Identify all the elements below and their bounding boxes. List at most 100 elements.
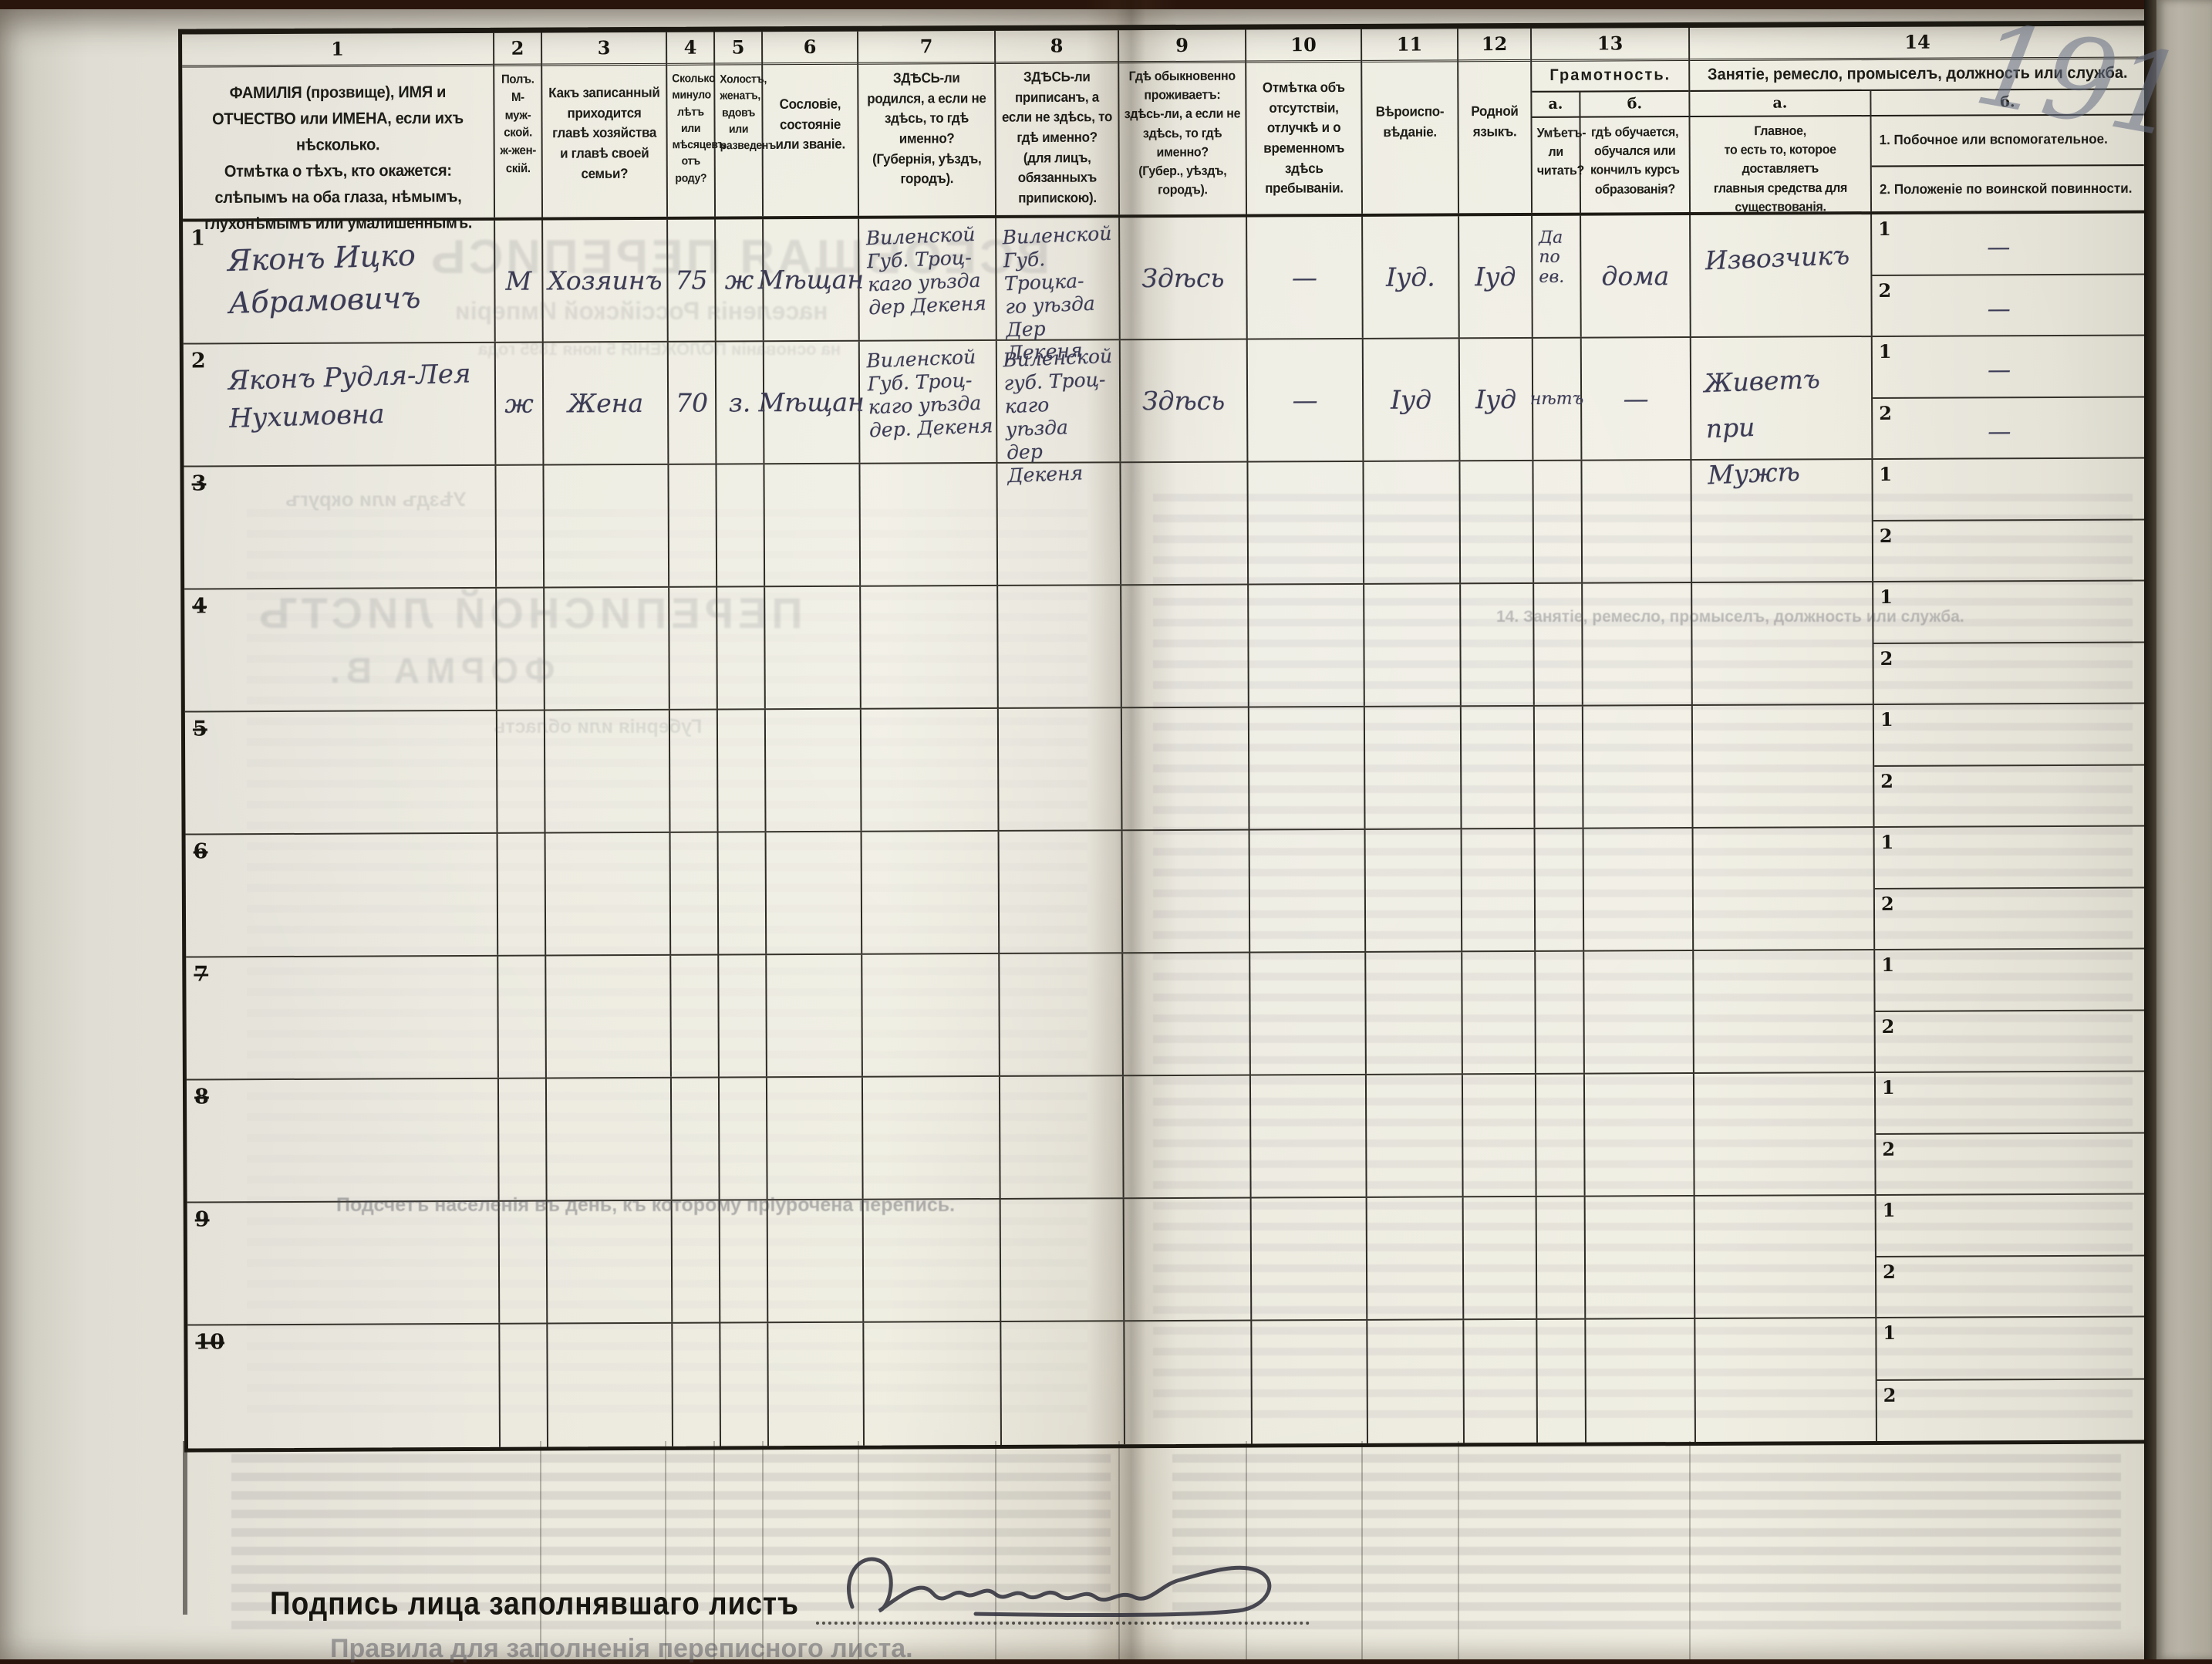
military-status-label: 2 xyxy=(1882,1260,1896,1283)
entry-residence: Здѣсь xyxy=(1141,385,1226,417)
signature-dotted-line xyxy=(816,1586,1310,1625)
side-occupation-label: 1 xyxy=(1883,1321,1897,1344)
entry-age: 70 xyxy=(676,387,709,418)
table-row-7: 7 1 2 xyxy=(186,949,2150,1081)
table-row-10: 10 1 2 xyxy=(187,1317,2151,1449)
column-header-absence: 10 Отмѣтка объ отсутствіи, отлучкѣ и о в… xyxy=(1246,29,1364,214)
column-header-registered: 8 ЗДѢСЬ-ли приписанъ, а если не здѣсь, т… xyxy=(996,30,1121,215)
column-header-age: 4 Сколько минуло лѣтъ или мѣсяцевъ отъ р… xyxy=(667,32,725,217)
entry-relation: Хозяинъ xyxy=(548,265,663,296)
table-row-3: 3 1 2 xyxy=(184,458,2148,590)
entry-sex: ж xyxy=(504,388,534,419)
entry-reads: Да по ев. xyxy=(1539,228,1565,287)
side-occupation-label: 1 xyxy=(1881,1075,1895,1099)
side-occupation-label: 1 xyxy=(1878,339,1892,363)
entry-side1: — xyxy=(1987,356,2011,384)
ghost-column-line xyxy=(540,1441,541,1659)
military-status-label: 2 xyxy=(1882,1137,1896,1160)
row-number-struck: 4 xyxy=(192,594,207,619)
column-header-birthplace: 7 ЗДѢСЬ-ли родился, а если не здѣсь, то … xyxy=(858,30,997,216)
military-status-label: 2 xyxy=(1879,401,1892,424)
census-sheet-paper xyxy=(0,9,2212,1659)
column-header-literacy-group: 13 Грамотность. а. Умѣетъ-ли читать? б. … xyxy=(1532,28,1691,214)
handwritten-signature xyxy=(847,1557,1272,1617)
column-header-name: 1 ФАМИЛІЯ (прозвище), ИМЯ и ОТЧЕСТВО или… xyxy=(182,32,496,233)
row-number-struck: 3 xyxy=(191,471,207,496)
row-number-struck: 5 xyxy=(192,717,207,741)
adjacent-page-strip xyxy=(2156,0,2212,1659)
entry-marital: з. xyxy=(728,387,751,418)
side-occupation-label: 1 xyxy=(1881,953,1895,976)
table-row-5: 5 1 2 xyxy=(184,704,2149,835)
table-row-4: 4 1 2 xyxy=(184,581,2148,713)
military-status-label: 2 xyxy=(1880,646,1893,670)
entry-estate: Мѣщан xyxy=(757,264,865,295)
entry-sex: М xyxy=(505,265,532,296)
entry-name: Яконъ Ицко Абрамовичъ xyxy=(227,238,422,321)
side-occupation-label: 1 xyxy=(1878,217,1891,240)
side-occupation-label: 1 xyxy=(1880,585,1893,608)
column-header-language: 12 Родной языкъ. xyxy=(1458,28,1533,214)
row-number-struck: 8 xyxy=(194,1085,209,1109)
column-header-literacy-reads: а. Умѣетъ-ли читать? xyxy=(1532,91,1586,214)
side-occupation-label: 1 xyxy=(1880,830,1894,853)
column-header-literacy-education: б. гдѣ обучается, обучался или кончилъ к… xyxy=(1580,91,1689,214)
ghost-column-line xyxy=(995,1441,996,1659)
side-occupation-label: 1 xyxy=(1882,1198,1896,1221)
ghost-column-line xyxy=(1458,1441,1459,1659)
military-status-label: 2 xyxy=(1878,278,1892,302)
column-header-religion: 11 Вѣроиспо- вѣданіе. xyxy=(1362,29,1460,214)
table-left-border-continuation xyxy=(183,1441,187,1615)
table-header: 1 ФАМИЛІЯ (прозвище), ИМЯ и ОТЧЕСТВО или… xyxy=(182,25,2146,233)
military-status-label: 2 xyxy=(1879,524,1893,547)
entry-side1: — xyxy=(1987,234,2011,262)
military-status-label: 2 xyxy=(1881,1014,1895,1038)
table-row-9: 9 1 2 xyxy=(187,1194,2151,1326)
entry-occupation: Извозчикъ xyxy=(1705,240,1850,276)
entry-side2: — xyxy=(1987,295,2011,322)
entry-name: Яконъ Рудля-Лея Нухимовна xyxy=(228,358,471,435)
column-header-sex: 2 Полъ. М-муж-ской. ж-жен-скій. xyxy=(494,32,544,218)
entry-residence: Здѣсь xyxy=(1141,262,1225,294)
row-number-struck: 6 xyxy=(193,839,208,864)
entry-birthplace: Виленской Губ. Троц- каго уѣзда дер. Дек… xyxy=(865,345,993,442)
entry-reads: нѣтъ xyxy=(1529,389,1584,409)
column-header-residence: 9 Гдѣ обыкновенно проживаетъ: здѣсь-ли, … xyxy=(1119,29,1248,215)
entry-language: Іуд xyxy=(1475,262,1516,292)
ghost-column-line xyxy=(665,1441,666,1659)
military-status-label: 2 xyxy=(1880,892,1894,915)
entry-side2: — xyxy=(1988,417,2011,445)
row-number-struck: 7 xyxy=(194,962,209,987)
entry-religion: Іуд. xyxy=(1386,262,1435,292)
entry-religion: Іуд xyxy=(1390,384,1432,415)
table-row-2: 2 Яконъ Рудля-Лея Нухимовна ж Жена 70 з. … xyxy=(183,336,2147,490)
signature-label: Подпись лица заполнявшаго листъ xyxy=(270,1585,800,1622)
column-header-occupation-side2: 2. Положеніе по воинской повинности. xyxy=(1879,181,2133,197)
row-number-struck: 10 xyxy=(195,1330,225,1355)
ghost-column-line xyxy=(858,1441,859,1659)
table-row-8: 8 1 2 xyxy=(186,1072,2150,1203)
entry-absence: — xyxy=(1292,385,1318,416)
column-header-estate: 6 Сословіе, состояніе или званіе. xyxy=(763,31,860,217)
entry-birthplace: Виленской Губ. Троц- каго уѣзда дер Деке… xyxy=(865,222,987,319)
entry-age: 75 xyxy=(675,265,708,295)
entry-absence: — xyxy=(1291,262,1317,293)
ghost-column-line xyxy=(1689,1441,1691,1659)
column-header-marital: 5 Холостъ, женатъ, вдовъ или разведенъ. xyxy=(715,32,779,217)
side-occupation-label: 1 xyxy=(1879,462,1893,485)
entry-marital: ж xyxy=(724,265,754,295)
column-header-relation: 3 Какъ записанный приходится главѣ хозяй… xyxy=(542,32,669,218)
entry-estate: Мѣщан xyxy=(758,386,865,418)
ghost-column-line xyxy=(1361,1441,1363,1659)
entry-education: дома xyxy=(1601,261,1670,292)
table-row-6: 6 1 2 xyxy=(185,826,2150,958)
ghost-column-line xyxy=(1118,1441,1120,1659)
census-table: 1 ФАМИЛІЯ (прозвище), ИМЯ и ОТЧЕСТВО или… xyxy=(177,20,2156,1453)
ghost-column-line xyxy=(1246,1441,1247,1659)
military-status-label: 2 xyxy=(1883,1383,1897,1406)
table-row-1: 1 Яконъ Ицко Абрамовичъ М Хозяинъ 75 ж Мѣ… xyxy=(183,213,2146,364)
entry-relation: Жена xyxy=(568,387,644,419)
ghost-column-line xyxy=(762,1441,764,1659)
column-header-occupation-main: а. Главное, то есть то, которое доставля… xyxy=(1690,90,1873,214)
